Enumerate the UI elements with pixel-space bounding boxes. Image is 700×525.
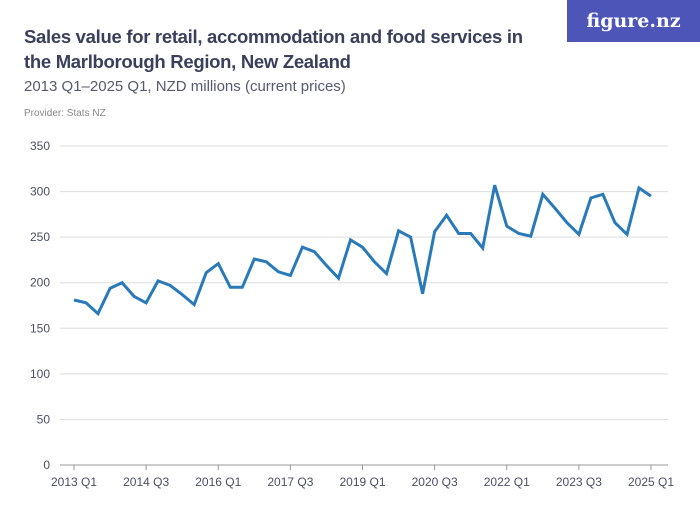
x-tick-label: 2017 Q3 <box>267 475 313 489</box>
x-tick-label: 2022 Q1 <box>484 475 530 489</box>
figure-nz-logo[interactable]: figure.nz <box>567 0 700 42</box>
x-tick-label: 2023 Q3 <box>556 475 602 489</box>
y-tick-label: 150 <box>30 321 50 335</box>
x-tick-label: 2020 Q3 <box>412 475 458 489</box>
y-tick-label: 250 <box>30 230 50 244</box>
x-tick-label: 2025 Q1 <box>628 475 674 489</box>
y-tick-label: 200 <box>30 276 50 290</box>
series-line <box>73 184 652 317</box>
chart-subtitle: 2013 Q1–2025 Q1, NZD millions (current p… <box>24 78 346 95</box>
y-tick-label: 50 <box>37 412 51 426</box>
y-tick-label: 100 <box>30 367 50 381</box>
provider-label: Provider: Stats NZ <box>24 108 106 119</box>
x-tick-label: 2014 Q3 <box>123 475 169 489</box>
x-tick-label: 2016 Q1 <box>195 475 241 489</box>
chart-title: Sales value for retail, accommodation an… <box>24 26 523 72</box>
x-tick-label: 2013 Q1 <box>51 475 97 489</box>
y-tick-label: 350 <box>30 139 50 153</box>
y-tick-label: 300 <box>30 185 50 199</box>
y-tick-label: 0 <box>43 458 50 472</box>
x-tick-label: 2019 Q1 <box>339 475 385 489</box>
